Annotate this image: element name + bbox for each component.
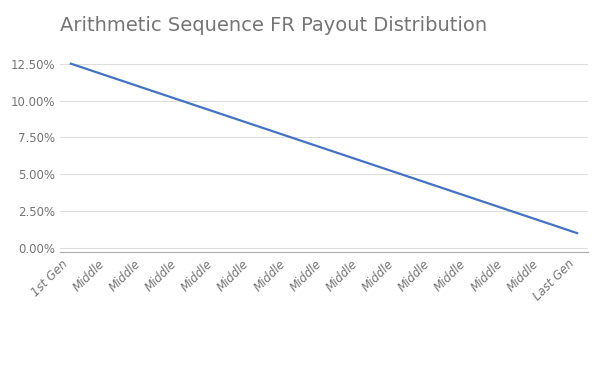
Text: Arithmetic Sequence FR Payout Distribution: Arithmetic Sequence FR Payout Distributi… [60, 16, 487, 35]
